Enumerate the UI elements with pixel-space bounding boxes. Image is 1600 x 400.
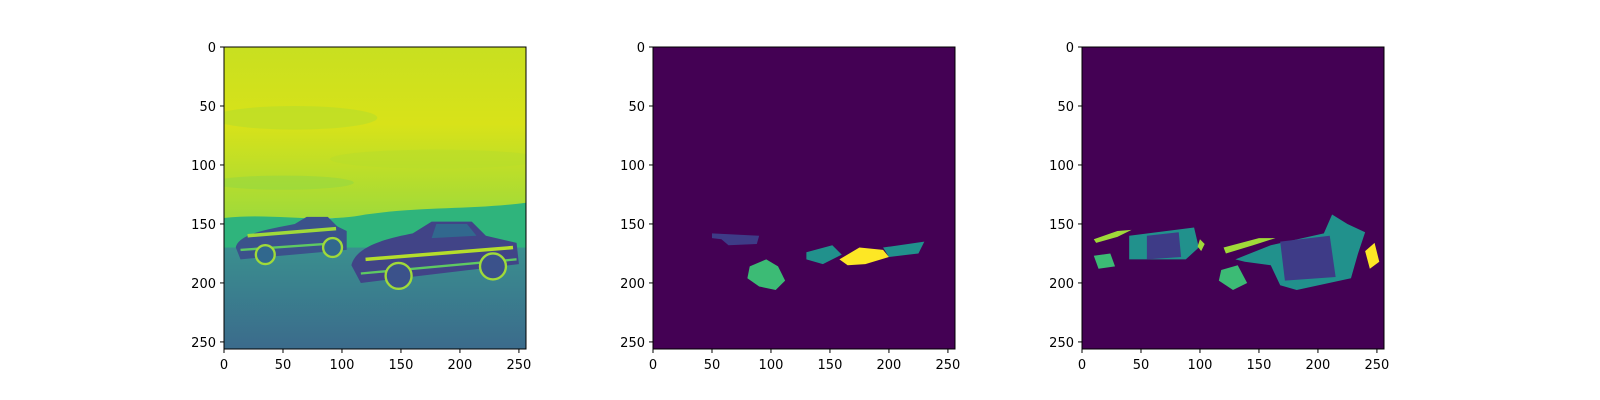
mask-background [1082,47,1384,349]
y-tick-label: 150 [620,218,645,233]
x-tick-label: 0 [1078,358,1086,373]
y-tick-label: 50 [199,100,216,115]
mask-region-indigo [1280,235,1336,281]
x-tick-label: 0 [220,358,228,373]
mask-region-indigo [711,233,760,246]
y-tick-label: 100 [1049,159,1074,174]
panel-predicted-mask: 0 50 100 150 200 250 0 50 100 150 200 250 [620,41,960,373]
y-tick-label: 150 [1049,218,1074,233]
y-tick-label: 250 [1049,336,1074,351]
y-tick-label: 250 [620,336,645,351]
mask-region-teal [806,245,842,265]
mask-region-green [1218,265,1248,291]
photo-car-left [235,216,347,266]
x-tick-label: 0 [649,358,657,373]
x-tick-label: 200 [877,358,902,373]
ground-truth-mask-axis-ticks: 0 50 100 150 200 250 0 50 100 150 200 250 [1049,41,1389,373]
y-tick-label: 200 [1049,277,1074,292]
x-tick-label: 150 [1247,358,1272,373]
y-tick-label: 250 [191,336,216,351]
y-tick-label: 0 [637,41,645,56]
predicted-mask-image [653,47,955,349]
x-tick-label: 250 [507,358,532,373]
photo-axes-frame [223,46,527,350]
mask-region-green [747,259,786,291]
x-tick-label: 200 [448,358,473,373]
photo-cloud-band [224,175,354,190]
mask-region-lime [1197,239,1205,252]
photo-cloud-band [224,105,378,130]
y-tick-label: 100 [191,159,216,174]
y-tick-label: 50 [628,100,645,115]
photo-axis-ticks: 0 50 100 150 200 250 0 50 100 150 200 250 [191,41,531,373]
x-tick-label: 50 [1133,358,1150,373]
mask-region-teal [883,241,925,257]
y-tick-label: 0 [1066,41,1074,56]
mask-region-lime [1223,238,1276,254]
y-tick-label: 100 [620,159,645,174]
mask-background [653,47,955,349]
x-tick-label: 50 [275,358,292,373]
x-tick-label: 100 [330,358,355,373]
y-tick-label: 150 [191,218,216,233]
mask-region-yellow [839,247,889,266]
predicted-mask-axes-frame [652,46,956,350]
x-tick-label: 50 [704,358,721,373]
ground-truth-mask-axes-frame [1081,46,1385,350]
predicted-mask-axis-ticks: 0 50 100 150 200 250 0 50 100 150 200 250 [620,41,960,373]
photo-car-right [351,221,519,291]
x-tick-label: 250 [936,358,961,373]
mask-region-lime [1093,229,1132,243]
x-tick-label: 150 [389,358,414,373]
mask-region-indigo [1146,232,1182,260]
x-tick-label: 100 [759,358,784,373]
mask-region-green [1093,253,1116,269]
mask-region-yellow [1365,242,1380,269]
y-tick-label: 0 [208,41,216,56]
panel-photo: 0 50 100 150 200 250 0 50 100 150 200 250 [191,41,531,373]
x-tick-label: 250 [1365,358,1390,373]
photo-cloud-band [330,149,526,169]
y-tick-label: 200 [620,277,645,292]
y-tick-label: 50 [1057,100,1074,115]
panel-ground-truth-mask: 0 50 100 150 200 250 0 50 100 150 200 250 [1049,41,1389,373]
x-tick-label: 100 [1188,358,1213,373]
x-tick-label: 150 [818,358,843,373]
y-tick-label: 200 [191,277,216,292]
x-tick-label: 200 [1306,358,1331,373]
photo-sky [224,47,526,219]
photo-image [224,47,526,349]
ground-truth-mask-image [1082,47,1384,349]
